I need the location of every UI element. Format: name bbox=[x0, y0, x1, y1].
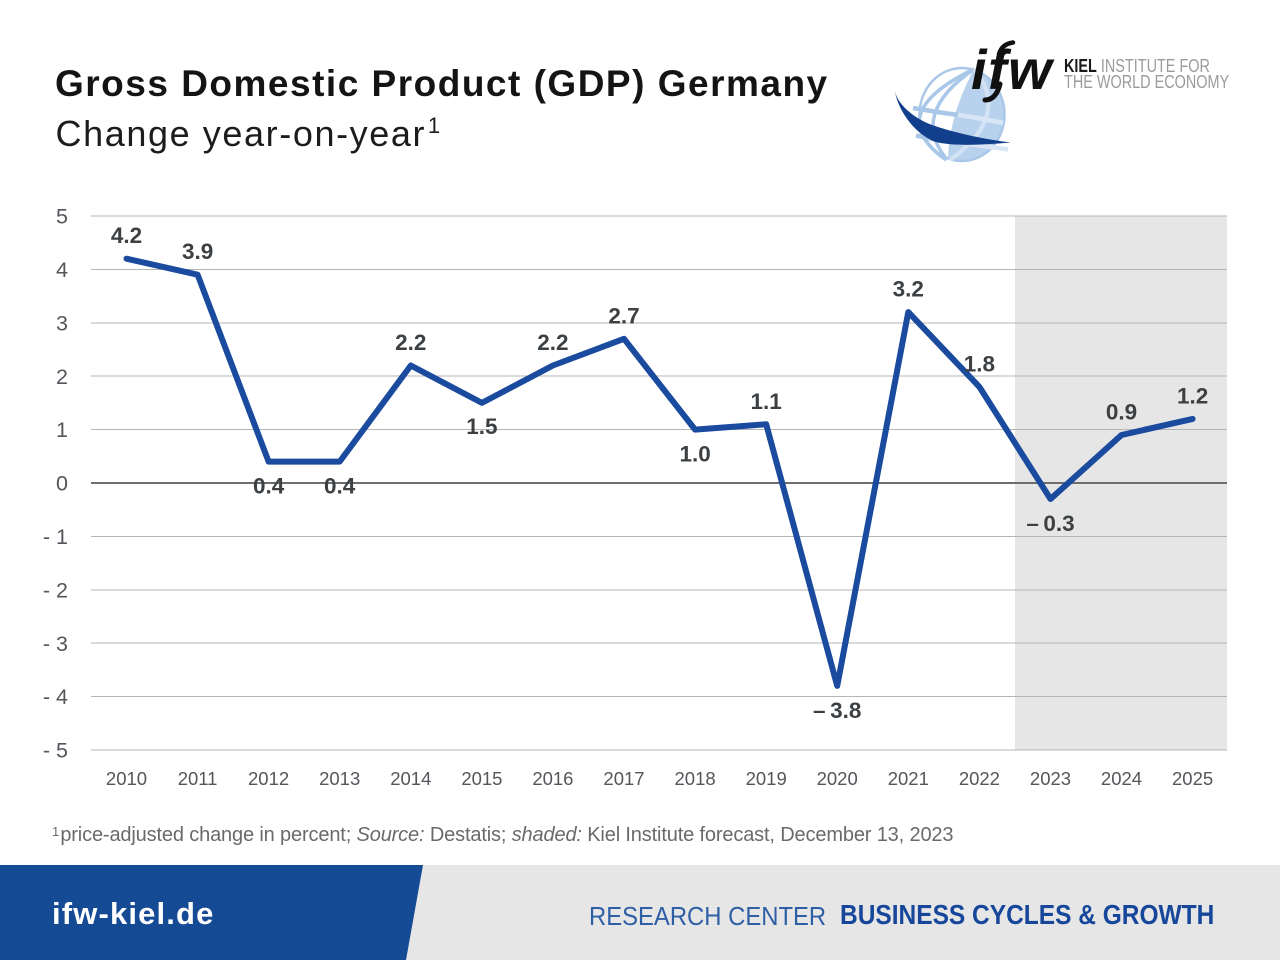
svg-text:– 0.3: – 0.3 bbox=[1026, 511, 1074, 536]
svg-text:2013: 2013 bbox=[319, 768, 360, 789]
svg-text:2011: 2011 bbox=[178, 768, 218, 789]
svg-text:2: 2 bbox=[56, 365, 68, 389]
svg-text:3.9: 3.9 bbox=[182, 239, 213, 264]
svg-text:2017: 2017 bbox=[603, 768, 644, 789]
svg-text:0.4: 0.4 bbox=[324, 474, 356, 499]
svg-text:4: 4 bbox=[56, 258, 68, 282]
svg-text:- 5: - 5 bbox=[43, 739, 68, 763]
svg-text:1.5: 1.5 bbox=[466, 414, 497, 439]
svg-text:2021: 2021 bbox=[888, 768, 929, 789]
svg-text:2.7: 2.7 bbox=[608, 303, 639, 328]
svg-text:1.1: 1.1 bbox=[751, 389, 782, 414]
svg-text:2019: 2019 bbox=[746, 768, 787, 789]
svg-text:- 1: - 1 bbox=[43, 525, 68, 549]
svg-text:0.9: 0.9 bbox=[1106, 400, 1137, 425]
svg-text:2016: 2016 bbox=[532, 768, 573, 789]
svg-text:2025: 2025 bbox=[1172, 768, 1213, 789]
svg-text:- 2: - 2 bbox=[43, 578, 68, 602]
svg-text:– 3.8: – 3.8 bbox=[813, 698, 861, 723]
svg-text:2010: 2010 bbox=[106, 768, 147, 789]
svg-text:1.0: 1.0 bbox=[679, 442, 710, 467]
svg-text:0.4: 0.4 bbox=[253, 474, 285, 499]
svg-text:2.2: 2.2 bbox=[395, 330, 426, 355]
svg-text:2024: 2024 bbox=[1101, 768, 1142, 789]
svg-text:2023: 2023 bbox=[1030, 768, 1071, 789]
svg-text:2012: 2012 bbox=[248, 768, 289, 789]
svg-text:- 3: - 3 bbox=[43, 632, 68, 656]
svg-text:2020: 2020 bbox=[817, 768, 858, 789]
svg-text:2022: 2022 bbox=[959, 768, 1000, 789]
svg-text:2018: 2018 bbox=[675, 768, 716, 789]
svg-text:3: 3 bbox=[56, 311, 68, 335]
svg-text:2.2: 2.2 bbox=[537, 330, 568, 355]
svg-text:1.8: 1.8 bbox=[964, 351, 995, 376]
svg-text:- 4: - 4 bbox=[43, 685, 68, 709]
svg-text:4.2: 4.2 bbox=[111, 223, 142, 248]
svg-text:3.2: 3.2 bbox=[893, 277, 924, 302]
svg-text:2014: 2014 bbox=[390, 768, 431, 789]
svg-text:0: 0 bbox=[56, 472, 68, 496]
svg-text:1.2: 1.2 bbox=[1177, 383, 1208, 408]
svg-text:5: 5 bbox=[56, 205, 68, 229]
svg-text:2015: 2015 bbox=[461, 768, 502, 789]
svg-text:1: 1 bbox=[56, 418, 68, 442]
